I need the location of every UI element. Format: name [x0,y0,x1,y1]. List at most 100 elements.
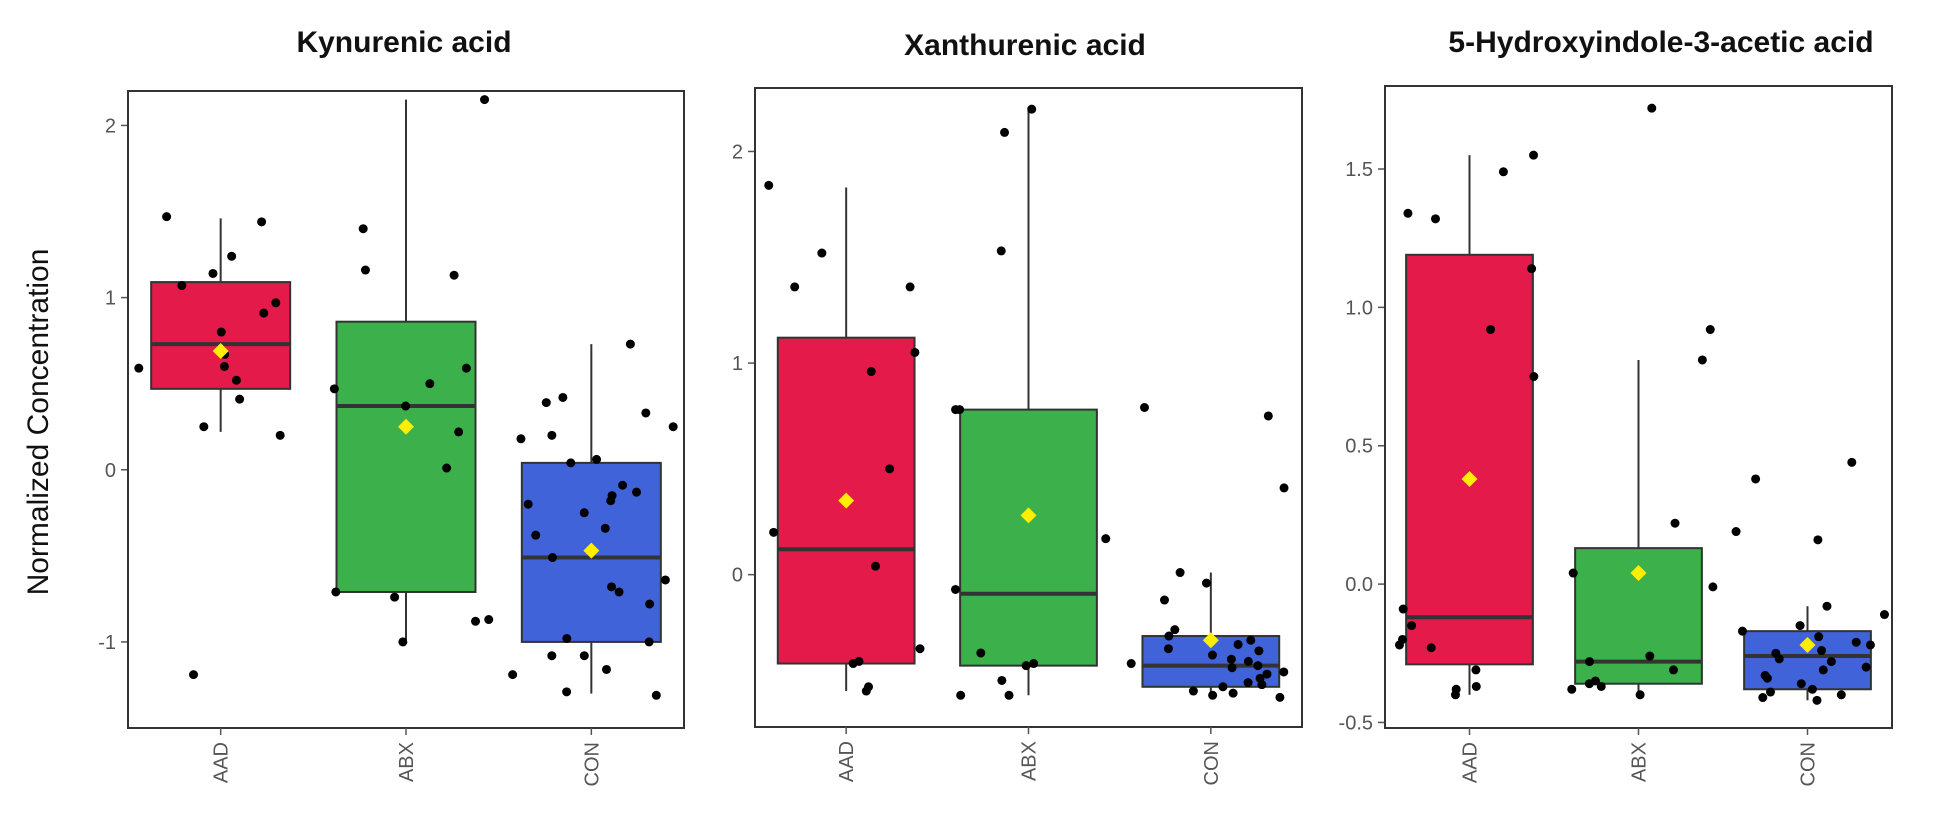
y-tick-label: 2 [105,115,116,137]
data-point [1861,662,1871,672]
data-point [1126,659,1136,669]
data-point [910,347,920,357]
data-point [558,392,568,402]
data-point [1765,687,1775,697]
mean-marker [1461,470,1478,487]
data-point [1471,681,1481,691]
data-point [871,561,881,571]
data-point [1471,665,1481,675]
box-iqr [959,408,1098,667]
data-point [1279,667,1289,677]
data-point [1000,127,1010,137]
data-point [1207,650,1217,660]
data-point [398,637,408,647]
data-point [1279,483,1289,493]
data-point [625,339,635,349]
data-point [607,582,617,592]
data-point [976,648,986,658]
mean-marker [1799,636,1816,653]
data-point [547,651,557,661]
data-point [866,367,876,377]
data-point [1879,610,1889,620]
data-point [1246,635,1256,645]
data-point [516,434,526,444]
data-point [848,659,858,669]
data-point [1021,661,1031,671]
data-point [1170,625,1180,635]
x-tick-label: ABX [1629,742,1651,782]
data-point [1635,690,1645,700]
data-point [449,270,459,280]
panel-kynurenic-acid: Kynurenic acid -1 0 1 2 AAD ABX CON [98,26,685,786]
y-tick-label: 0.0 [1345,574,1373,596]
box-aad [134,212,292,680]
data-point [566,458,576,468]
data-point [1836,690,1846,700]
x-tick-label: AAD [1460,742,1482,783]
data-point [1647,103,1657,113]
box-abx [329,95,494,647]
data-point [1826,657,1836,667]
data-point [1201,578,1211,588]
data-point [1175,568,1185,578]
data-point [1807,684,1817,694]
box-iqr [1405,253,1534,666]
x-tick-label: AAD [836,741,858,782]
mean-marker [1630,565,1647,582]
data-point [644,637,654,647]
data-point [1498,167,1508,177]
data-point [1708,582,1718,592]
data-point [1812,695,1822,705]
box-aad [764,180,925,696]
data-point [547,430,557,440]
data-point [1243,656,1253,666]
data-point [1705,325,1715,335]
data-point [660,575,670,585]
data-point [454,427,464,437]
mean-marker [838,492,855,509]
y-tick-label: 1 [105,288,116,310]
data-point [641,408,651,418]
data-point [1568,568,1578,578]
data-point [1527,264,1537,274]
data-point [645,599,655,609]
data-point [1139,403,1149,412]
data-point [579,651,589,661]
data-point [1233,639,1243,649]
y-tick-label: 2 [732,141,743,163]
data-point [259,308,269,318]
data-point [219,361,229,371]
data-point [955,405,965,415]
data-point [523,499,533,509]
data-point [1751,474,1761,484]
mean-marker [212,342,229,359]
data-point [1243,678,1253,688]
data-point [651,690,661,700]
data-point [1163,644,1173,654]
box-iqr [150,281,292,390]
box-aad [1394,150,1539,700]
data-point [134,363,144,373]
data-point [602,664,612,674]
data-point [271,298,281,308]
data-point [1670,518,1680,528]
data-point [996,246,1006,256]
data-point [1737,626,1747,636]
y-tick-label: 0 [105,460,116,482]
mean-marker [398,418,414,435]
data-point [189,670,199,680]
data-point [1208,690,1218,700]
box-abx [951,104,1111,700]
x-tick-label: AAD [211,742,233,783]
data-point [235,394,245,404]
data-point [764,180,774,190]
data-point [480,95,490,105]
data-point [606,496,616,506]
y-tick-label: -0.5 [1339,712,1373,734]
panel-title: Kynurenic acid [296,26,511,59]
data-point [769,527,779,537]
panel-title: Xanthurenic acid [904,29,1146,62]
data-point [885,464,895,474]
data-point [1585,657,1595,667]
mean-marker [1020,507,1037,524]
